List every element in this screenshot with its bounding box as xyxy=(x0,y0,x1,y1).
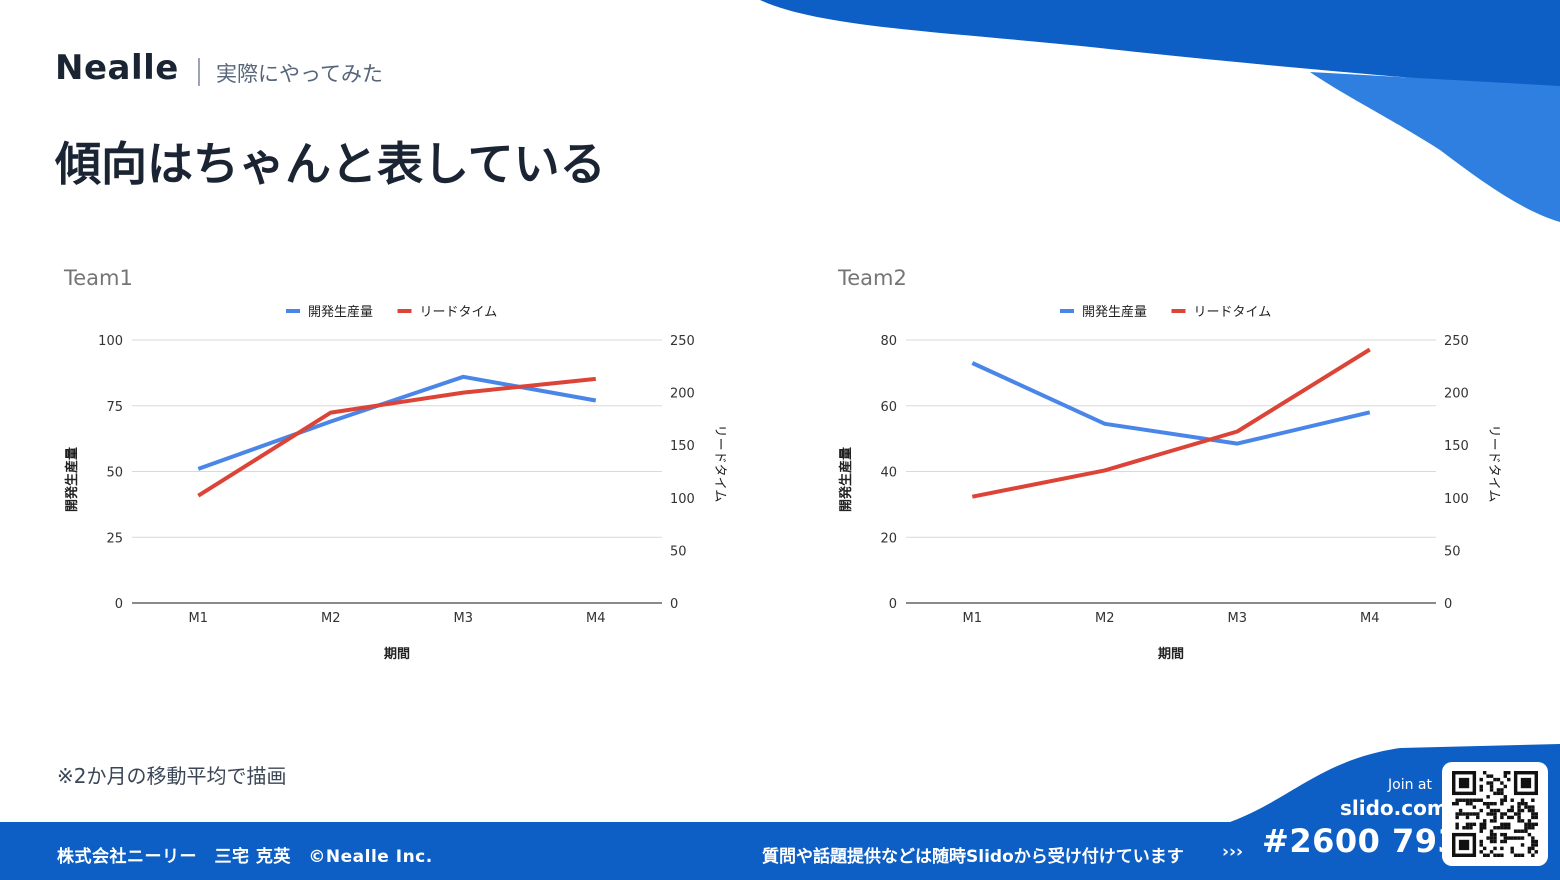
slido-link[interactable]: slido.com xyxy=(1340,796,1448,820)
x-tick-label: M3 xyxy=(1228,611,1248,626)
footer-bar xyxy=(0,822,1560,880)
legend-label: リードタイム xyxy=(420,305,498,320)
join-label: Join at xyxy=(1388,777,1432,793)
event-code: #2600 793 xyxy=(1262,822,1461,860)
header-divider xyxy=(198,58,200,86)
legend-swatch xyxy=(397,309,412,313)
brand-logo: Nealle xyxy=(55,48,179,88)
x-tick-label: M2 xyxy=(1095,611,1115,626)
legend-swatch xyxy=(1171,309,1186,313)
chart-title: Team2 xyxy=(837,266,907,290)
y-tick-label: 80 xyxy=(880,334,897,349)
qr-code[interactable] xyxy=(1442,762,1548,866)
series-line-leadtime xyxy=(197,376,597,498)
x-tick-label: M4 xyxy=(586,611,606,626)
y2-tick-label: 50 xyxy=(670,544,687,559)
series-line-productivity xyxy=(197,374,597,471)
y-tick-label: 50 xyxy=(106,466,123,481)
legend-swatch xyxy=(1060,309,1074,313)
series-line-leadtime xyxy=(971,347,1371,499)
footnote: ※2か月の移動平均で描画 xyxy=(57,764,287,788)
y-tick-label: 40 xyxy=(880,466,897,481)
y2-tick-label: 0 xyxy=(670,597,678,612)
legend-label: 開発生産量 xyxy=(1082,304,1147,320)
y-tick-label: 60 xyxy=(880,400,897,415)
legend-swatch xyxy=(286,309,300,313)
y-tick-label: 100 xyxy=(98,334,123,349)
y2-tick-label: 200 xyxy=(1444,387,1469,402)
series-line-productivity xyxy=(971,361,1371,446)
x-tick-label: M1 xyxy=(963,611,983,626)
y2-tick-label: 0 xyxy=(1444,597,1452,612)
y2-axis-title: リードタイム xyxy=(712,425,727,503)
footer-company: 株式会社ニーリー 三宅 克英 ©Nealle Inc. xyxy=(57,847,433,867)
y2-tick-label: 100 xyxy=(670,492,695,507)
section-label: 実際にやってみた xyxy=(216,62,383,86)
x-axis-title: 期間 xyxy=(1158,647,1184,662)
legend-label: リードタイム xyxy=(1194,305,1272,320)
y-tick-label: 25 xyxy=(106,531,123,546)
y-tick-label: 20 xyxy=(880,531,897,546)
y2-tick-label: 250 xyxy=(1444,334,1469,349)
y2-tick-label: 200 xyxy=(670,387,695,402)
x-axis-title: 期間 xyxy=(384,647,410,662)
y2-tick-label: 250 xyxy=(670,334,695,349)
y-axis-title: 開発生産量 xyxy=(64,447,80,512)
legend-label: 開発生産量 xyxy=(308,304,373,320)
y-tick-label: 75 xyxy=(106,400,123,415)
y-tick-label: 0 xyxy=(889,597,897,612)
footer-message: 質問や話題提供などは随時Slidoから受け付けています xyxy=(762,847,1184,867)
y-tick-label: 0 xyxy=(115,597,123,612)
x-tick-label: M1 xyxy=(189,611,209,626)
x-tick-label: M2 xyxy=(321,611,341,626)
chevrons-right-icon: ››› xyxy=(1222,842,1244,862)
y2-tick-label: 150 xyxy=(1444,439,1469,454)
y2-axis-title: リードタイム xyxy=(1486,425,1501,503)
page-title: 傾向はちゃんと表している xyxy=(55,137,606,191)
x-tick-label: M4 xyxy=(1360,611,1380,626)
y2-tick-label: 150 xyxy=(670,439,695,454)
y-axis-title: 開発生産量 xyxy=(838,447,854,512)
chart-title: Team1 xyxy=(63,266,133,290)
y2-tick-label: 100 xyxy=(1444,492,1469,507)
qr-code-icon xyxy=(1452,771,1538,857)
x-tick-label: M3 xyxy=(454,611,474,626)
y2-tick-label: 50 xyxy=(1444,544,1461,559)
